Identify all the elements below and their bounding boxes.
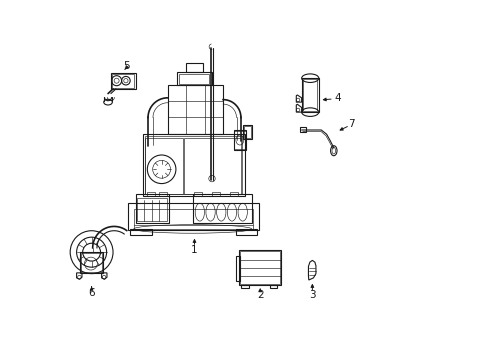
Bar <box>230 192 238 196</box>
Bar <box>194 192 202 196</box>
Bar <box>299 127 305 132</box>
Bar <box>179 73 209 84</box>
Bar <box>147 192 155 196</box>
Bar <box>81 253 102 272</box>
Bar <box>142 134 244 196</box>
Bar <box>167 85 223 134</box>
Bar <box>192 194 251 223</box>
Bar <box>234 131 245 149</box>
Bar <box>302 79 317 111</box>
Bar <box>111 74 134 88</box>
Text: 2: 2 <box>256 290 263 300</box>
Bar <box>159 192 166 196</box>
Bar <box>244 126 250 138</box>
Bar <box>212 192 220 196</box>
Bar <box>134 208 253 225</box>
Text: 3: 3 <box>308 290 315 300</box>
Bar <box>239 249 281 285</box>
Bar <box>269 285 277 288</box>
Bar <box>128 203 258 230</box>
Bar <box>233 130 246 150</box>
Text: 1: 1 <box>191 245 198 255</box>
Bar <box>176 72 212 85</box>
Bar <box>240 251 280 284</box>
Text: 7: 7 <box>347 118 354 129</box>
Bar <box>130 229 151 235</box>
Text: 5: 5 <box>123 61 130 71</box>
Bar <box>235 256 240 281</box>
Text: 4: 4 <box>333 93 340 103</box>
Bar <box>183 138 241 194</box>
Bar <box>301 78 318 112</box>
Bar <box>145 136 241 194</box>
Bar <box>137 198 166 221</box>
Bar <box>235 229 257 235</box>
Bar <box>145 138 183 194</box>
Bar <box>135 194 169 223</box>
Bar <box>185 63 203 72</box>
Text: 6: 6 <box>88 288 95 297</box>
Bar <box>80 252 103 273</box>
Bar <box>110 73 135 89</box>
Bar <box>242 125 251 139</box>
Bar <box>241 285 248 288</box>
